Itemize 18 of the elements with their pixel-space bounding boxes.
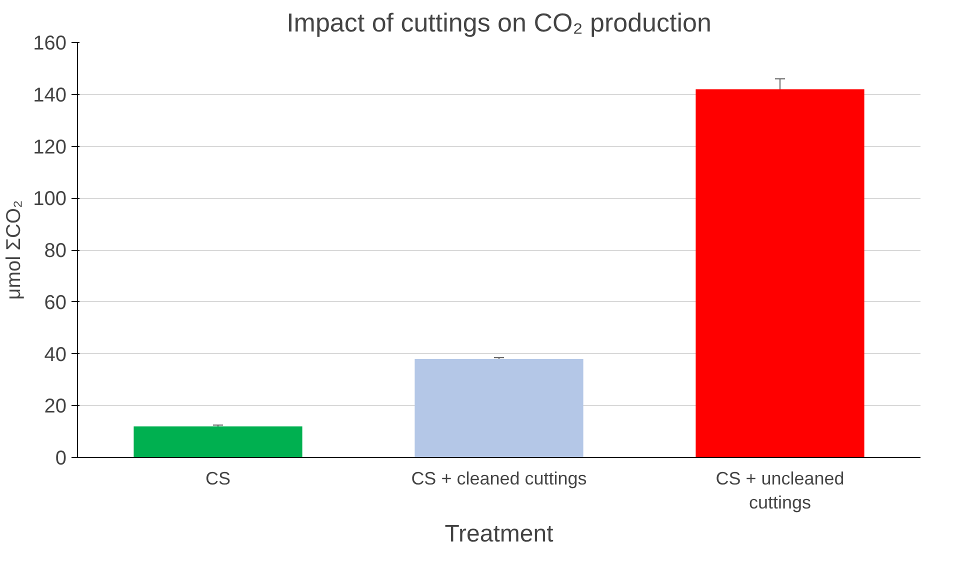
y-tick-label: 160	[33, 32, 67, 54]
y-tick-label: 80	[44, 240, 67, 262]
y-tick-label: 0	[55, 448, 66, 470]
bar	[134, 426, 302, 458]
y-tick-label: 40	[44, 344, 67, 366]
x-axis-title: Treatment	[444, 520, 554, 548]
x-tick-label: CS + cleaned cuttings	[411, 468, 587, 488]
y-tick-label: 120	[33, 136, 67, 158]
y-tick-label: 20	[44, 396, 67, 418]
y-tick-label: 100	[33, 188, 67, 210]
y-tick-label: 60	[44, 292, 67, 314]
bar	[414, 358, 584, 458]
bar	[696, 89, 864, 458]
x-tick-label: CS	[206, 468, 231, 488]
x-tick-label: CS + uncleaned cuttings	[716, 468, 844, 512]
chart-title: Impact of cuttings on CO₂ production	[286, 8, 712, 38]
y-tick-label: 140	[33, 84, 67, 106]
y-axis-title: μmol ΣCO₂	[3, 200, 26, 300]
